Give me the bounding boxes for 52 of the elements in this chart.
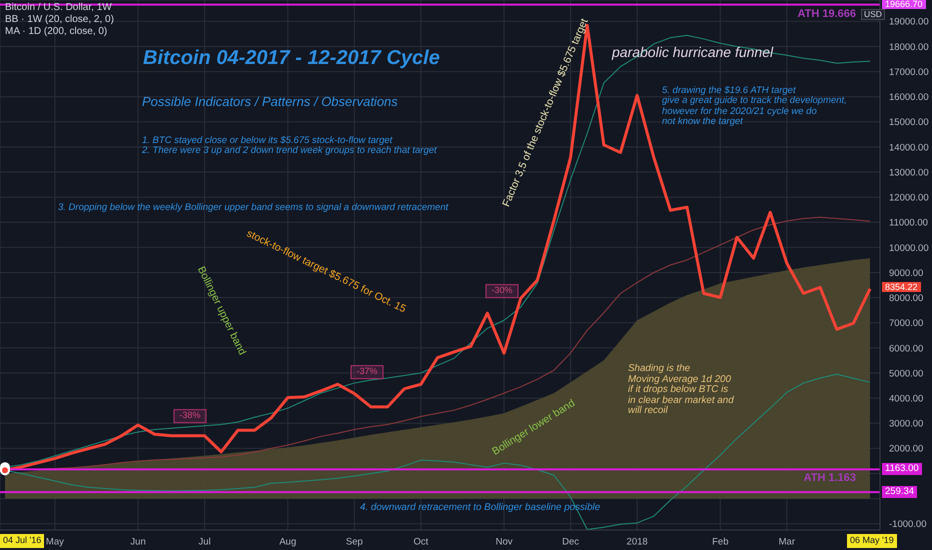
annotation: Shading is the Moving Average 1d 200 if it drops below BTC is in clear bear market and will recoil [628,363,734,417]
y-tick-label: 16000.00 [889,92,929,104]
y-tick-label: 12000.00 [889,192,929,204]
x-tick-label: Aug [279,536,296,548]
y-tick-label: 13000.00 [889,167,929,178]
annotation: Bitcoin / U.S. Dollar, 1W [5,2,112,14]
text: 06 May '19 [850,535,894,546]
x-tick-label: 2018 [626,536,648,548]
x-tick-label: Mar [778,536,796,548]
y-tick-label: 10000.00 [889,242,929,254]
y-tick-label: 15000.00 [889,117,929,128]
annotation: 1. BTC stayed close or below its $5.675 stock-to-flow target [142,135,392,146]
x-tick-label: Jul [198,536,211,548]
ref-line-label: ATH 1.163 [804,472,856,484]
annotation: -30% [491,285,513,296]
text: 19666.70 [885,0,923,9]
annotation: MA · 1D (200, close, 0) [5,26,108,38]
x-tick-label: Oct [413,536,429,548]
annotation: 2. There were 3 up and 2 down trend week groups to reach that target [142,145,437,156]
annotation: USD [864,9,882,20]
y-tick-label: 18000.00 [889,42,929,53]
annotation: -37% [356,366,378,377]
y-tick-label: 2000.00 [889,444,924,455]
text: Possible Indicators / Patterns / Observations [142,94,398,109]
y-tick-label: 19000.00 [889,16,929,28]
x-tick-label: Dec [562,536,580,548]
y-tick-label: 8000.00 [889,293,924,304]
annotation: 259.34 [882,486,918,498]
y-tick-label: 5000.00 [889,368,924,380]
y-tick-label: 14000.00 [889,142,929,154]
x-tick-label: Jun [130,536,146,548]
y-tick-label: 9000.00 [889,268,924,279]
y-tick-label: 3000.00 [889,418,924,430]
y-tick-label: 11000.00 [889,218,928,229]
annotation: BB · 1W (20, close, 2, 0) [5,14,114,26]
x-tick-label: Nov [496,536,513,548]
text: 8354.22 [885,282,918,292]
y-tick-label: 7000.00 [889,318,924,330]
text: 04 Jul '16 [3,535,42,546]
annotation: 1163.00 [882,463,922,476]
ref-line-label: ATH 19.666 [798,8,856,20]
x-tick-label: Sep [346,536,363,548]
text: Bitcoin 04-2017 - 12-2017 Cycle [143,47,440,70]
y-tick-label: 4000.00 [889,394,924,404]
annotation: -38% [179,410,201,421]
annotation: 3. Dropping below the weekly Bollinger upper band seems to signal a downward retracement [58,202,448,214]
y-tick-label: 6000.00 [889,343,924,354]
annotation: 5. drawing the $19.6 ATH target give a great guide to track the development, however for the 2020/21 cycle we do not know the target [662,85,847,127]
y-tick-label: 17000.00 [889,66,929,78]
x-tick-label: Feb [712,536,728,548]
x-tick-label: May [46,536,64,548]
y-tick-label: -1000.00 [889,519,927,530]
